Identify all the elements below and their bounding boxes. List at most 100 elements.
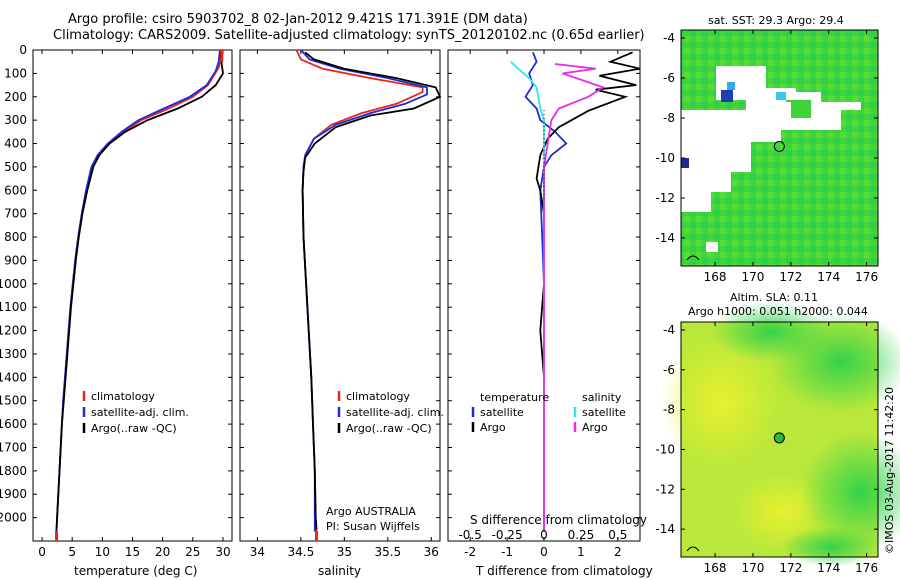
map-y-tick-label: -6 <box>663 363 675 377</box>
legend-title-temperature: temperature <box>480 391 549 404</box>
map-y-tick-label: -8 <box>663 403 675 417</box>
map-x-tick-label: 170 <box>742 561 765 575</box>
x-tick-label: 30 <box>215 545 230 559</box>
legend-label: satellite <box>480 406 524 419</box>
x-tick-label: 25 <box>185 545 200 559</box>
map-y-tick-label: -12 <box>655 482 675 496</box>
map-x-tick-label: 172 <box>779 561 802 575</box>
x-tick-label: 1 <box>577 545 585 559</box>
x-tick-label: 36 <box>424 545 439 559</box>
y-tick-label: 200 <box>4 90 27 104</box>
sst-patch <box>776 92 786 100</box>
map-x-tick-label: 172 <box>779 270 802 284</box>
sla-low <box>801 432 900 552</box>
x-tick-label: 34 <box>250 545 265 559</box>
y-tick-label: 100 <box>4 66 27 80</box>
sla-low <box>711 302 831 362</box>
map-y-tick-label: -14 <box>655 522 675 536</box>
map-y-tick-label: -8 <box>663 111 675 125</box>
y-tick-label: 1100 <box>0 300 27 314</box>
sst-map-title: sat. SST: 29.3 Argo: 29.4 <box>708 14 844 27</box>
map-x-tick-label: 174 <box>817 270 840 284</box>
y-tick-label: 1900 <box>0 487 27 501</box>
cloud-mask <box>681 92 861 212</box>
legend-label: satellite <box>582 406 626 419</box>
pi-label: PI: Susan Wijffels <box>326 520 420 533</box>
map-y-tick-label: -12 <box>655 191 675 205</box>
difference-plot: -2 -1 0 1 2 -0.5 -0.25 0 0.25 0.5 temperature salin… <box>447 49 641 559</box>
imos-stamp: ©IMOS 03-Aug-2017 11:42:20 <box>883 387 896 554</box>
argo-australia-label: Argo AUSTRALIA <box>326 505 416 518</box>
sst-cold-patch <box>681 158 689 168</box>
s-tick-label: 0.25 <box>568 528 595 542</box>
map-frame <box>680 29 879 267</box>
map-x-tick-label: 168 <box>704 561 727 575</box>
sst-patch <box>727 82 735 90</box>
legend-label: climatology <box>91 390 155 403</box>
map-y-tick-label: -4 <box>663 323 675 337</box>
y-tick-label: 1800 <box>0 464 27 478</box>
difference-xlabel: T difference from climatology <box>476 564 653 578</box>
coastline <box>686 255 700 261</box>
map-x-tick-label: 170 <box>742 270 765 284</box>
y-tick-label: 500 <box>4 160 27 174</box>
title-line-2: Climatology: CARS2009. Satellite-adjuste… <box>53 28 645 43</box>
x-tick-label: 2 <box>614 545 622 559</box>
x-tick-label: 20 <box>155 545 170 559</box>
temperature-xlabel: temperature (deg C) <box>74 564 198 578</box>
x-tick-label: 0 <box>38 545 46 559</box>
map-frame <box>680 321 879 558</box>
salinity-plot: 34 34.5 35 35.5 36 climatology satellite-adj. … <box>239 49 444 559</box>
y-tick-label: 1600 <box>0 417 27 431</box>
x-tick-label: -1 <box>501 545 513 559</box>
map-y-tick-label: -10 <box>655 151 675 165</box>
sst-patch <box>791 100 811 118</box>
series-line-argo-raw-qc- <box>55 53 224 531</box>
argo-location-marker <box>773 140 785 152</box>
s-tick-label: 0.5 <box>608 528 627 542</box>
map-y-tick-label: -14 <box>655 231 675 245</box>
temperature-plot: 0 5 10 15 20 25 300100200300400500600700800900… <box>0 43 233 559</box>
x-tick-label: 10 <box>95 545 110 559</box>
map-x-tick-label: 174 <box>817 561 840 575</box>
x-tick-label: 35.5 <box>374 545 401 559</box>
y-tick-label: 400 <box>4 137 27 151</box>
map-x-tick-label: 176 <box>855 270 878 284</box>
x-tick-label: 35 <box>337 545 352 559</box>
x-tick-label: 0 <box>540 545 548 559</box>
y-tick-label: 600 <box>4 183 27 197</box>
legend-label: satellite-adj. clim. <box>346 406 444 419</box>
legend-label: satellite-adj. clim. <box>91 406 189 419</box>
legend-label: Argo <box>582 421 608 434</box>
s-tick-label: -0.5 <box>458 528 481 542</box>
x-tick-label: 34.5 <box>288 545 315 559</box>
s-tick-label: -0.25 <box>492 528 523 542</box>
argo-location-marker <box>773 432 785 444</box>
x-tick-label: 15 <box>125 545 140 559</box>
legend-label: Argo <box>480 421 506 434</box>
legend-title-salinity: salinity <box>582 391 622 404</box>
x-tick-label: 5 <box>68 545 76 559</box>
y-tick-label: 1200 <box>0 324 27 338</box>
difference-xlabel-top: S difference from climatology <box>470 513 647 527</box>
map-x-tick-label: 176 <box>855 561 878 575</box>
map-x-tick-label: 168 <box>704 270 727 284</box>
x-tick-label: -2 <box>464 545 476 559</box>
y-tick-label: 1700 <box>0 440 27 454</box>
sla-map-title-2: Argo h1000: 0.051 h2000: 0.044 <box>688 305 868 318</box>
legend-label: climatology <box>346 390 410 403</box>
legend-label: Argo(..raw -QC) <box>346 422 432 435</box>
y-tick-label: 1000 <box>0 277 27 291</box>
y-tick-label: 1300 <box>0 347 27 361</box>
map-y-tick-label: -10 <box>655 442 675 456</box>
map-y-tick-label: -4 <box>663 31 675 45</box>
sst-cold-patch <box>721 90 733 102</box>
y-tick-label: 700 <box>4 207 27 221</box>
y-tick-label: 300 <box>4 113 27 127</box>
legend-label: Argo(..raw -QC) <box>91 422 177 435</box>
y-tick-label: 900 <box>4 253 27 267</box>
sla-map-title-1: Altim. SLA: 0.11 <box>730 291 819 304</box>
y-tick-label: 1500 <box>0 394 27 408</box>
salinity-xlabel: salinity <box>318 564 362 578</box>
